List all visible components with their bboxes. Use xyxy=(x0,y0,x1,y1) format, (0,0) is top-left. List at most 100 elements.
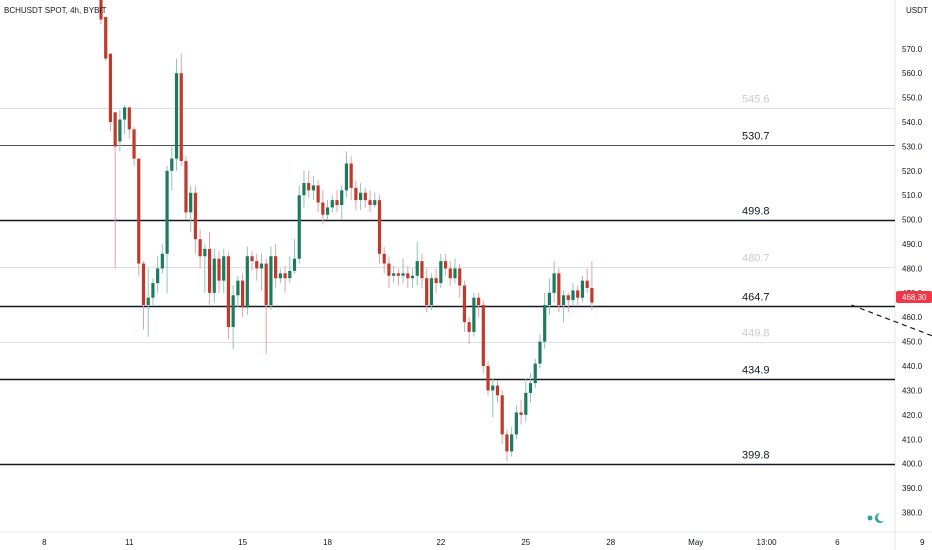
candle-body xyxy=(524,392,528,415)
candle-body xyxy=(420,261,424,279)
time-tick-6[interactable]: 28 xyxy=(606,538,615,547)
candle-104 xyxy=(590,261,594,310)
candle-body xyxy=(580,280,585,298)
candle-body xyxy=(297,195,301,259)
candle-51 xyxy=(340,185,344,220)
time-tick-8[interactable]: 13:00 xyxy=(757,538,778,547)
price-tick-14[interactable]: 520.0 xyxy=(902,167,923,176)
currency-label[interactable]: USDT xyxy=(906,6,928,15)
candle-23 xyxy=(207,231,212,306)
price-tick-3[interactable]: 410.0 xyxy=(902,435,923,444)
theme-toggle[interactable] xyxy=(867,513,885,524)
candle-body xyxy=(349,163,353,188)
price-tick-0[interactable]: 380.0 xyxy=(902,508,923,517)
price-tick-12[interactable]: 500.0 xyxy=(902,216,923,225)
price-tick-15[interactable]: 530.0 xyxy=(902,142,923,151)
candle-97 xyxy=(557,268,561,313)
time-tick-5[interactable]: 25 xyxy=(521,538,530,547)
price-tick-18[interactable]: 560.0 xyxy=(902,69,923,78)
price-tick-13[interactable]: 510.0 xyxy=(902,191,923,200)
candle-80 xyxy=(477,292,481,318)
candle-96 xyxy=(552,261,556,303)
sun-icon[interactable] xyxy=(867,515,873,521)
candle-body xyxy=(278,273,282,279)
candle-94 xyxy=(543,292,547,349)
price-axis-ticks[interactable]: 380.0 390.0 400.0 410.0 420.0 430.0 440.0 450.0… xyxy=(902,45,923,518)
candle-body xyxy=(250,256,254,262)
candle-body xyxy=(576,290,580,298)
price-tick-6[interactable]: 440.0 xyxy=(902,362,923,371)
time-tick-4[interactable]: 22 xyxy=(436,538,445,547)
candle-83 xyxy=(491,378,495,418)
time-tick-10[interactable]: 9 xyxy=(920,538,925,547)
candle-2 xyxy=(108,53,113,132)
projection-path-0[interactable] xyxy=(851,225,932,340)
projection-drawings[interactable] xyxy=(851,127,932,456)
candle-27 xyxy=(226,251,231,340)
time-tick-2[interactable]: 15 xyxy=(238,538,247,547)
candle-63 xyxy=(396,268,400,286)
candle-36 xyxy=(269,246,273,310)
candle-20 xyxy=(193,185,197,254)
time-tick-3[interactable]: 18 xyxy=(323,538,332,547)
candle-29 xyxy=(236,275,240,308)
time-tick-9[interactable]: 6 xyxy=(835,538,840,547)
price-tick-19[interactable]: 570.0 xyxy=(902,45,923,54)
price-tick-4[interactable]: 420.0 xyxy=(902,411,923,420)
candle-8 xyxy=(137,158,141,276)
price-tick-7[interactable]: 450.0 xyxy=(902,338,923,347)
candle-body xyxy=(429,278,433,306)
candle-body xyxy=(193,192,197,240)
time-tick-1[interactable]: 11 xyxy=(125,538,134,547)
candle-9 xyxy=(141,261,146,330)
candle-73 xyxy=(443,253,448,276)
candle-13 xyxy=(160,244,164,274)
candle-100 xyxy=(571,283,575,306)
price-tick-5[interactable]: 430.0 xyxy=(902,386,923,395)
price-tick-11[interactable]: 490.0 xyxy=(902,240,923,249)
candle-3 xyxy=(113,112,117,269)
candle-body xyxy=(160,253,164,269)
price-tick-1[interactable]: 390.0 xyxy=(902,484,923,493)
candle-49 xyxy=(330,195,334,213)
candle-body xyxy=(363,192,367,201)
candle-5 xyxy=(123,104,127,135)
candle-body xyxy=(264,263,268,306)
candle-26 xyxy=(222,248,226,293)
price-tick-10[interactable]: 480.0 xyxy=(902,264,923,273)
candle-69 xyxy=(425,268,429,313)
candle-body xyxy=(99,0,103,20)
candle-78 xyxy=(467,317,471,345)
candle-37 xyxy=(274,244,278,288)
moon-icon[interactable] xyxy=(875,513,884,524)
candle-86 xyxy=(505,429,509,462)
candle-body xyxy=(269,256,273,306)
candle-body xyxy=(198,239,202,257)
candle-92 xyxy=(533,358,537,389)
candle-body xyxy=(368,200,372,205)
candle-body xyxy=(533,363,537,384)
candle-body xyxy=(538,341,542,364)
candle-4 xyxy=(118,109,122,152)
candle-body xyxy=(255,261,259,269)
price-tick-16[interactable]: 540.0 xyxy=(902,118,923,127)
price-tick-2[interactable]: 400.0 xyxy=(902,460,923,469)
candle-19 xyxy=(189,185,193,232)
price-tick-17[interactable]: 550.0 xyxy=(902,94,923,103)
horizontal-levels xyxy=(0,108,895,466)
candle-body xyxy=(156,268,160,284)
time-tick-0[interactable]: 8 xyxy=(42,538,47,547)
candle-91 xyxy=(528,373,533,403)
time-tick-7[interactable]: May xyxy=(688,538,703,547)
candle-body xyxy=(330,200,334,208)
candlesticks xyxy=(99,0,594,462)
candle-body xyxy=(415,261,419,276)
candle-50 xyxy=(335,190,339,213)
candle-64 xyxy=(401,258,405,284)
candle-body xyxy=(571,290,575,301)
price-tick-8[interactable]: 460.0 xyxy=(902,313,923,322)
candle-body xyxy=(283,273,287,279)
